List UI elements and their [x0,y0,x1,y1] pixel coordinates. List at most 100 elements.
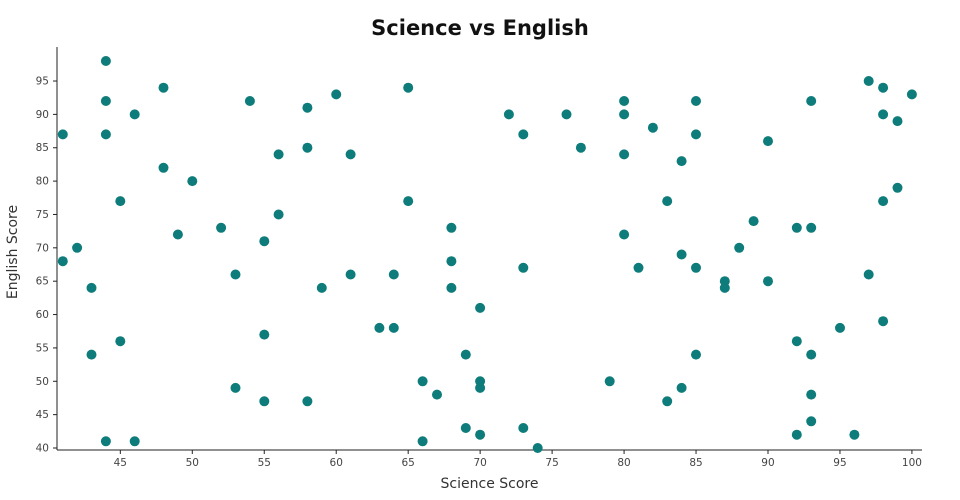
scatter-point [475,302,486,313]
scatter-point [835,322,845,333]
y-tick-label: 75 [36,209,49,221]
scatter-point [230,269,241,280]
scatter-point [532,443,543,453]
y-tick-label: 80 [36,176,49,188]
y-tick-label: 95 [36,76,49,88]
scatter-point [691,96,701,106]
x-tick-label: 55 [258,457,271,469]
y-tick-label: 60 [36,309,49,321]
y-tick-label: 45 [36,409,49,421]
scatter-point [878,82,889,93]
scatter-point [647,122,658,133]
scatter-point [719,282,730,293]
scatter-point [691,349,701,360]
scatter-point [518,129,529,140]
scatter-point [460,349,471,360]
scatter-point [100,96,111,106]
y-tick-label: 90 [36,109,49,121]
scatter-point [475,429,486,440]
scatter-point [791,336,802,347]
scatter-point [748,216,759,227]
scatter-point [388,269,399,280]
scatter-point [302,396,313,407]
scatter-point [273,209,284,220]
scatter-point [216,222,227,233]
scatter-point [172,229,183,240]
x-tick-label: 95 [833,457,846,469]
scatter-point [230,382,241,393]
scatter-point [100,129,111,140]
scatter-point [863,76,874,86]
scatter-point [302,102,313,113]
scatter-point [57,256,68,267]
y-tick-label: 55 [36,342,49,354]
x-tick-label: 80 [617,457,630,469]
scatter-point [676,382,687,393]
x-tick-label: 65 [401,457,414,469]
x-tick-label: 85 [689,457,702,469]
scatter-point [417,376,428,387]
scatter-point [503,109,514,120]
scatter-point [273,149,284,160]
scatter-point [575,142,586,153]
scatter-point [417,436,428,447]
y-tick-label: 65 [36,276,49,288]
scatter-point [662,396,673,407]
scatter-point [460,423,471,433]
scatter-point [403,82,414,93]
scatter-point [259,329,270,340]
scatter-point [878,109,889,120]
scatter-point [691,129,701,140]
x-tick-label: 90 [761,457,774,469]
scatter-point [345,149,356,160]
scatter-point [129,109,140,120]
scatter-point [676,249,687,260]
scatter-point [475,382,486,393]
scatter-point [115,196,126,207]
scatter-point [446,282,457,293]
scatter-point [619,229,630,240]
scatter-point [676,156,687,167]
scatter-point [57,129,68,140]
scatter-point [129,436,140,447]
scatter-point [158,82,169,93]
scatter-point [734,242,745,253]
y-tick-label: 40 [36,442,49,454]
y-axis-label: English Score [5,204,21,300]
scatter-point [432,389,442,400]
scatter-point [763,276,773,287]
scatter-point [244,96,255,106]
scatter-point [791,222,802,233]
scatter-point [806,389,817,400]
scatter-point [878,316,889,327]
scatter-point [446,256,457,267]
scatter-point [806,222,817,233]
scatter-point [86,282,97,293]
x-tick-label: 70 [473,457,486,469]
x-tick-label: 60 [330,457,343,469]
scatter-point [158,162,169,173]
y-tick-label: 70 [36,242,49,254]
scatter-point [187,176,198,187]
scatter-point [892,116,903,127]
x-axis-label: Science Score [440,476,539,492]
y-tick-label: 85 [36,142,49,154]
scatter-point [619,109,630,120]
scatter-point [806,349,817,360]
scatter-point [878,196,889,207]
scatter-point [863,269,874,280]
scatter-point [906,89,917,100]
scatter-point [115,336,126,347]
scatter-point [518,423,529,433]
scatter-point [446,222,457,233]
scatter-point [72,242,83,253]
x-tick-label: 75 [545,457,558,469]
scatter-point [791,429,802,440]
x-tick-label: 100 [902,457,922,469]
scatter-point [763,136,773,147]
scatter-point [806,416,817,427]
scatter-point [316,282,327,293]
scatter-point [388,322,399,333]
